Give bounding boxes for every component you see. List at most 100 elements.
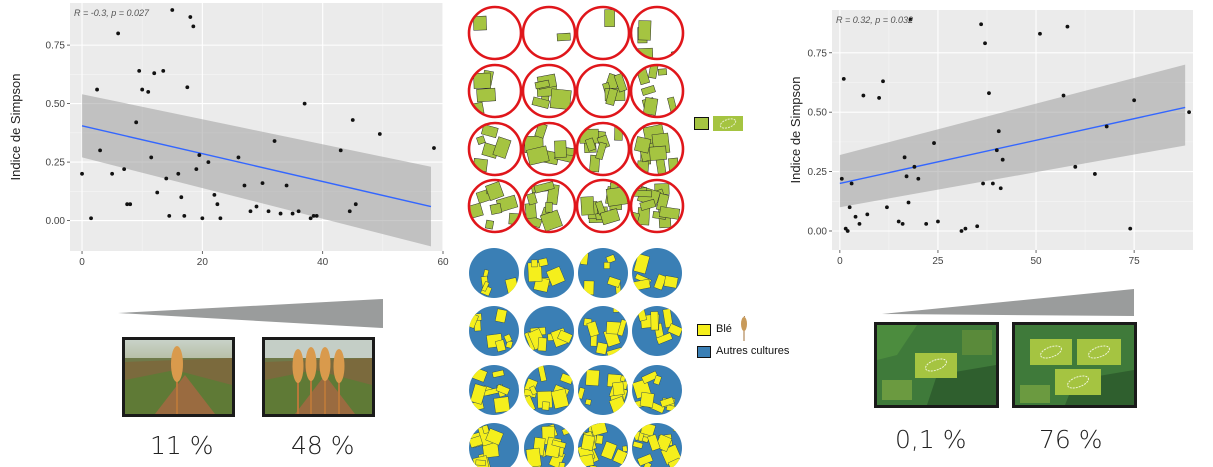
landscape-circle-wheat bbox=[469, 248, 519, 298]
wheat-photo-low bbox=[122, 337, 235, 417]
landscape-photo-low bbox=[874, 322, 999, 408]
legend-other-swatch bbox=[697, 346, 711, 358]
legend-green-swatch bbox=[694, 117, 709, 130]
left-data-point bbox=[302, 101, 307, 106]
right-data-point bbox=[996, 129, 1001, 134]
landscape-circle-green bbox=[467, 121, 523, 177]
left-data-point bbox=[215, 202, 220, 207]
left-confidence-band bbox=[82, 94, 431, 247]
left-axis-title-y: Indice de Simpson bbox=[8, 74, 23, 181]
left-data-point bbox=[194, 167, 199, 172]
landscape-circle-green bbox=[521, 178, 577, 234]
left-stats-annotation: R = -0.3, p = 0.027 bbox=[74, 8, 150, 18]
left-scale-low-label: 11 % bbox=[150, 431, 214, 460]
left-regression-line bbox=[81, 125, 432, 208]
left-data-point bbox=[218, 216, 223, 221]
left-data-point bbox=[95, 87, 99, 92]
left-data-point bbox=[311, 214, 316, 218]
right-data-point bbox=[865, 212, 870, 217]
landscape-circle-wheat bbox=[578, 306, 628, 356]
left-tick-label-y: 0.50 bbox=[46, 99, 66, 110]
right-data-point bbox=[981, 181, 985, 186]
right-data-point bbox=[841, 77, 846, 81]
left-data-point bbox=[191, 24, 196, 29]
legend-green-icon bbox=[713, 116, 743, 131]
right-data-point bbox=[902, 155, 907, 160]
right-data-point bbox=[975, 224, 980, 229]
left-data-point bbox=[242, 183, 247, 188]
right-data-point bbox=[1000, 157, 1005, 162]
landscape-circle-green bbox=[521, 63, 577, 119]
left-tick-label-x: 60 bbox=[437, 257, 449, 268]
left-tick-label-x: 20 bbox=[197, 257, 209, 268]
left-data-point bbox=[206, 160, 211, 164]
left-data-point bbox=[110, 171, 115, 176]
landscape-circle-green bbox=[629, 178, 685, 234]
landscape-circle-green bbox=[467, 63, 523, 119]
left-data-point bbox=[272, 139, 277, 143]
left-data-point bbox=[212, 192, 217, 197]
right-data-point bbox=[877, 96, 881, 100]
left-data-point bbox=[432, 146, 436, 150]
landscape-circle-wheat bbox=[578, 423, 628, 467]
right-data-point bbox=[847, 205, 852, 210]
wheat-photo-high bbox=[262, 337, 375, 417]
landscape-circle-green bbox=[575, 63, 631, 119]
right-data-point bbox=[1093, 172, 1097, 176]
right-data-point bbox=[1132, 98, 1137, 103]
left-tick-label-y: 0.75 bbox=[46, 41, 66, 52]
left-data-point bbox=[80, 171, 84, 176]
right-data-point bbox=[936, 219, 940, 224]
right-scale-low-label: 0,1 % bbox=[895, 425, 967, 454]
right-data-point bbox=[983, 41, 987, 46]
left-data-point bbox=[182, 214, 187, 218]
right-data-point bbox=[912, 164, 917, 169]
landscape-circle-wheat bbox=[632, 365, 682, 415]
right-tick-label-y: 0.25 bbox=[808, 167, 828, 178]
left-data-point bbox=[167, 214, 172, 218]
right-confidence-band bbox=[839, 64, 1186, 208]
right-data-point bbox=[963, 226, 968, 231]
left-data-point bbox=[338, 148, 343, 153]
left-data-point bbox=[152, 71, 157, 76]
left-data-point bbox=[161, 68, 166, 73]
right-tick-label-x: 50 bbox=[1030, 256, 1042, 267]
landscape-circle-green bbox=[467, 5, 523, 61]
left-data-point bbox=[236, 155, 241, 160]
left-tick-label-x: 40 bbox=[317, 257, 329, 268]
left-scale-high-label: 48 % bbox=[291, 431, 355, 460]
right-tick-label-y: 0.50 bbox=[808, 108, 828, 119]
legend-other-label: Autres cultures bbox=[716, 345, 790, 357]
left-data-point bbox=[122, 167, 127, 172]
landscape-circle-wheat bbox=[469, 365, 519, 415]
left-data-point bbox=[179, 195, 184, 200]
landscape-circle-green bbox=[521, 121, 577, 177]
left-data-point bbox=[146, 90, 151, 94]
landscape-circle-wheat bbox=[632, 423, 682, 467]
legend-wheat-swatch bbox=[697, 324, 711, 336]
landscape-circle-wheat bbox=[524, 306, 574, 356]
right-data-point bbox=[900, 221, 905, 226]
right-data-point bbox=[845, 229, 850, 233]
right-data-point bbox=[896, 219, 901, 224]
right-tick-label-y: 0.00 bbox=[808, 226, 828, 237]
right-data-point bbox=[959, 229, 964, 233]
right-data-point bbox=[857, 221, 862, 226]
right-data-point bbox=[990, 181, 995, 186]
landscape-circle-green bbox=[629, 63, 685, 119]
left-data-point bbox=[284, 183, 289, 188]
right-tick-label-y: 0.75 bbox=[808, 48, 828, 59]
landscape-circle-green bbox=[521, 5, 577, 61]
right-data-point bbox=[916, 176, 921, 181]
right-data-point bbox=[998, 186, 1003, 191]
left-data-point bbox=[254, 204, 259, 209]
left-data-point bbox=[377, 132, 382, 136]
left-data-point bbox=[290, 211, 295, 216]
landscape-circle-green bbox=[467, 178, 523, 234]
left-data-point bbox=[266, 209, 271, 214]
landscape-circle-wheat bbox=[578, 365, 628, 415]
right-tick-label-x: 0 bbox=[837, 256, 843, 267]
landscape-circle-wheat bbox=[469, 423, 519, 467]
left-data-point bbox=[116, 31, 121, 36]
right-data-point bbox=[987, 91, 991, 96]
